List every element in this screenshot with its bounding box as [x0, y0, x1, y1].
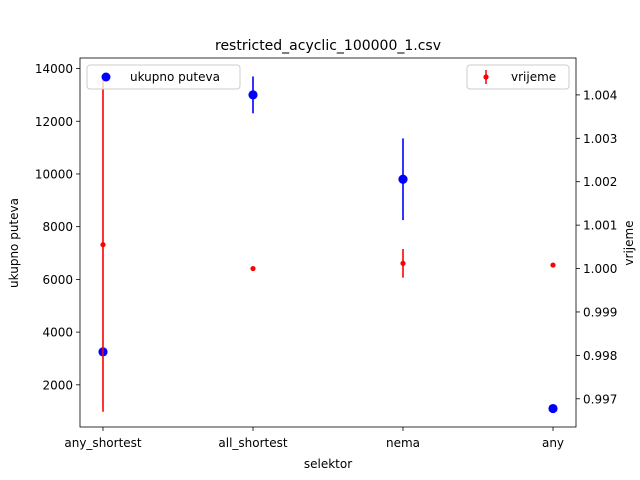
- y-axis-right-label: vrijeme: [622, 220, 636, 265]
- legend-left-box: [86, 64, 241, 90]
- legend-right-label: vrijeme: [511, 70, 556, 84]
- series-vrijeme-point: [400, 260, 406, 266]
- y-axis-left: 2000 4000 6000 8000 10000 12000 14000: [35, 62, 80, 392]
- legend-right-box: [466, 64, 570, 90]
- y-right-tick-label: 1.000: [583, 262, 617, 276]
- legend-left-marker: [101, 72, 111, 82]
- x-tick-label: any: [542, 436, 564, 450]
- series-ukupno-puteva-point: [398, 174, 408, 184]
- y-right-tick-label: 0.997: [583, 392, 617, 406]
- y-right-tick-label: 0.998: [583, 349, 617, 363]
- y-left-tick-label: 2000: [42, 378, 73, 392]
- y-left-tick-label: 8000: [42, 220, 73, 234]
- x-axis: any_shortest all_shortest nema any: [64, 427, 564, 450]
- legend-right: vrijeme: [466, 64, 570, 90]
- chart-title: restricted_acyclic_100000_1.csv: [215, 38, 441, 54]
- x-tick-label: any_shortest: [64, 436, 142, 450]
- series-vrijeme-point: [550, 262, 556, 268]
- y-left-tick-label: 6000: [42, 273, 73, 287]
- y-left-tick-label: 4000: [42, 326, 73, 340]
- y-left-tick-label: 14000: [35, 62, 73, 76]
- y-right-tick-label: 1.001: [583, 219, 617, 233]
- y-axis-left-label: ukupno puteva: [7, 198, 21, 288]
- plot-frame: [79, 57, 577, 428]
- y-left-tick-label: 12000: [35, 115, 73, 129]
- legend-left-label: ukupno puteva: [130, 70, 220, 84]
- legend-right-marker: [483, 74, 489, 80]
- series-ukupno-puteva-point: [248, 90, 258, 100]
- x-axis-label: selektor: [304, 457, 352, 471]
- y-right-tick-label: 1.003: [583, 132, 617, 146]
- plot-area: [98, 76, 558, 414]
- y-right-tick-label: 1.004: [583, 88, 617, 102]
- legend-left: ukupno puteva: [86, 64, 241, 90]
- y-right-tick-label: 1.002: [583, 175, 617, 189]
- x-tick-label: nema: [386, 436, 420, 450]
- y-axis-right: 0.997 0.998 0.999 1.000 1.001 1.002 1.003 1.004: [576, 88, 617, 406]
- y-left-tick-label: 10000: [35, 167, 73, 181]
- series-vrijeme-point: [100, 242, 106, 248]
- y-right-tick-label: 0.999: [583, 305, 617, 319]
- series-vrijeme-point: [250, 265, 256, 272]
- x-tick-label: all_shortest: [218, 436, 287, 450]
- series-ukupno-puteva-point: [548, 403, 558, 414]
